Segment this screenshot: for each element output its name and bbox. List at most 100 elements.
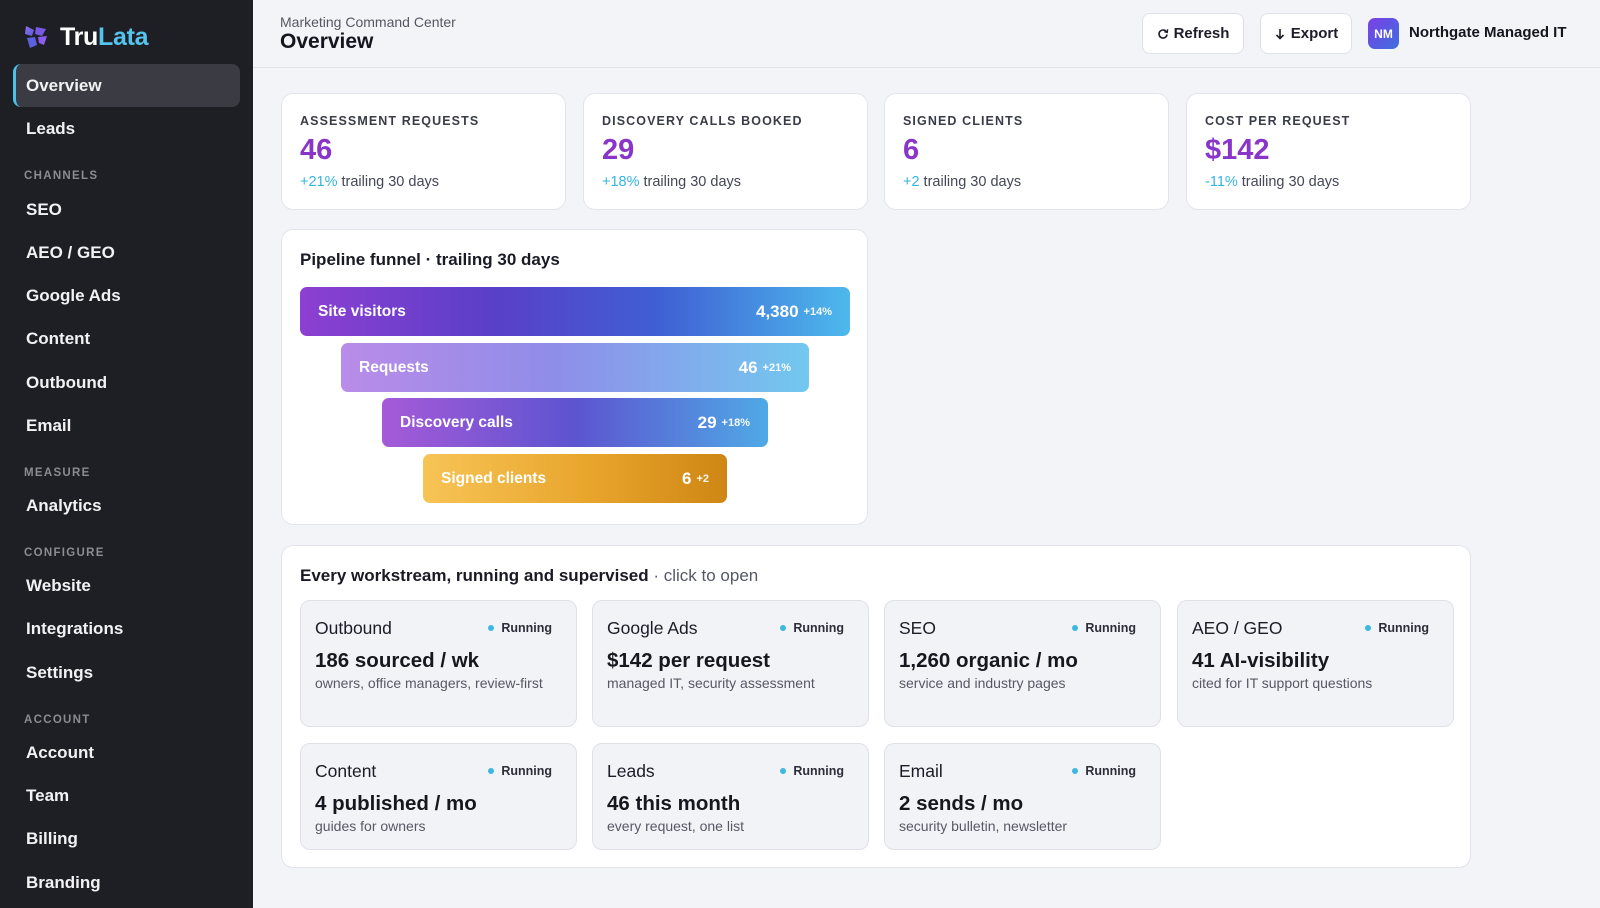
sidebar-item-integrations[interactable]: Integrations: [13, 607, 240, 650]
stat-value: $142: [1205, 134, 1270, 166]
pipeline-funnel-card: Pipeline funnel · trailing 30 days Site …: [281, 229, 868, 525]
status-badge: Running: [1072, 764, 1136, 778]
status-badge: Running: [1365, 621, 1429, 635]
sidebar-item-outbound[interactable]: Outbound: [13, 361, 240, 404]
sidebar-item-google-ads[interactable]: Google Ads: [13, 274, 240, 317]
sidebar-item-overview[interactable]: Overview: [13, 64, 240, 107]
sidebar-item-team[interactable]: Team: [13, 774, 240, 817]
sidebar-section-measure: MEASURE: [24, 467, 91, 479]
tile-name: SEO: [899, 618, 936, 638]
workstream-tile-google-ads[interactable]: Google Ads Running $142 per request mana…: [592, 600, 869, 727]
funnel-stage-label: Site visitors: [318, 302, 406, 320]
org-name[interactable]: Northgate Managed IT: [1409, 24, 1567, 41]
tile-description: service and industry pages: [899, 675, 1066, 691]
sidebar-item-aeo-geo[interactable]: AEO / GEO: [13, 231, 240, 274]
tile-description: security bulletin, newsletter: [899, 818, 1068, 834]
tile-description: cited for IT support questions: [1192, 675, 1373, 691]
tile-name: Content: [315, 761, 377, 781]
tile-name: Leads: [607, 761, 655, 781]
funnel-title: Pipeline funnel · trailing 30 days: [300, 250, 560, 269]
sidebar-item-billing[interactable]: Billing: [13, 817, 240, 860]
refresh-button[interactable]: Refresh: [1142, 13, 1244, 54]
status-dot-icon: [488, 768, 495, 774]
sidebar-section-configure: CONFIGURE: [24, 547, 105, 559]
sidebar-item-label: Analytics: [26, 495, 102, 515]
status-dot-icon: [1365, 625, 1372, 631]
tile-description: managed IT, security assessment: [607, 675, 815, 691]
workstreams-title: Every workstream, running and supervised…: [300, 566, 759, 585]
funnel-stage-value: 4,380: [756, 301, 799, 321]
status-dot-icon: [780, 768, 787, 774]
sidebar: TruLata Overview Leads CHANNELS SEO AEO …: [0, 0, 253, 908]
tile-metric: 41 AI-visibility: [1192, 649, 1330, 672]
funnel-stage-delta: +2: [696, 472, 709, 485]
workstream-tile-aeo-geo[interactable]: AEO / GEO Running 41 AI-visibility cited…: [1177, 600, 1454, 727]
status-dot-icon: [780, 625, 787, 631]
sidebar-item-label: Billing: [26, 828, 78, 848]
sidebar-item-leads[interactable]: Leads: [13, 107, 240, 150]
stat-label: COST PER REQUEST: [1205, 114, 1351, 128]
funnel-stage-site-visitors[interactable]: Site visitors 4,380 +14%: [300, 287, 850, 336]
refresh-icon: [1157, 28, 1168, 39]
workstream-tile-content[interactable]: Content Running 4 published / mo guides …: [300, 743, 577, 850]
funnel-stage-discovery-calls[interactable]: Discovery calls 29 +18%: [382, 398, 768, 447]
sidebar-item-label: Outbound: [26, 372, 108, 392]
sidebar-item-label: Settings: [26, 662, 94, 682]
sidebar-item-label: Website: [26, 575, 91, 595]
sidebar-item-label: Team: [26, 785, 70, 805]
status-badge: Running: [1072, 621, 1136, 635]
stat-footnote: +2 trailing 30 days: [903, 174, 1021, 190]
stat-label: SIGNED CLIENTS: [903, 114, 1024, 128]
tile-metric: 2 sends / mo: [899, 792, 1024, 815]
status-badge: Running: [780, 621, 844, 635]
breadcrumb: Marketing Command Center: [280, 14, 456, 30]
status-badge: Running: [780, 764, 844, 778]
sidebar-item-label: Email: [26, 415, 72, 435]
sidebar-item-label: Account: [26, 742, 94, 762]
status-badge: Running: [488, 764, 552, 778]
export-label: Export: [1290, 25, 1339, 42]
stat-value: 29: [602, 134, 635, 166]
funnel-stage-value: 46: [738, 357, 758, 377]
workstream-tile-outbound[interactable]: Outbound Running 186 sourced / wk owners…: [300, 600, 577, 727]
workstreams-hint: · click to open: [648, 566, 759, 585]
tile-description: every request, one list: [607, 818, 744, 834]
avatar[interactable]: NM: [1368, 18, 1399, 49]
sidebar-item-branding[interactable]: Branding: [13, 861, 240, 904]
stat-period: trailing 30 days: [643, 174, 742, 190]
status-dot-icon: [1072, 625, 1079, 631]
tile-metric: 1,260 organic / mo: [899, 649, 1078, 672]
tile-metric: $142 per request: [607, 649, 770, 672]
sidebar-item-website[interactable]: Website: [13, 564, 240, 607]
funnel-stage-requests[interactable]: Requests 46 +21%: [341, 343, 809, 392]
status-dot-icon: [488, 625, 495, 631]
workstream-tile-seo[interactable]: SEO Running 1,260 organic / mo service a…: [884, 600, 1161, 727]
stat-delta: +18%: [602, 174, 640, 190]
funnel-stage-value: 29: [697, 412, 717, 432]
brand-logo-icon: [25, 26, 47, 48]
workstream-tile-email[interactable]: Email Running 2 sends / mo security bull…: [884, 743, 1161, 850]
sidebar-item-account[interactable]: Account: [13, 731, 240, 774]
refresh-label: Refresh: [1173, 25, 1230, 42]
funnel-stage-signed-clients[interactable]: Signed clients 6 +2: [423, 454, 727, 503]
sidebar-item-analytics[interactable]: Analytics: [13, 484, 240, 527]
status-badge: Running: [488, 621, 552, 635]
funnel-stage-label: Requests: [359, 358, 429, 376]
workstream-tile-leads[interactable]: Leads Running 46 this month every reques…: [592, 743, 869, 850]
tile-metric: 46 this month: [607, 792, 741, 815]
sidebar-item-content[interactable]: Content: [13, 317, 240, 360]
funnel-stage-label: Signed clients: [441, 469, 547, 487]
sidebar-item-seo[interactable]: SEO: [13, 188, 240, 231]
export-button[interactable]: Export: [1260, 13, 1352, 54]
brand[interactable]: TruLata: [22, 22, 149, 52]
arrow-down-icon: [1275, 28, 1284, 40]
tile-metric: 4 published / mo: [315, 792, 477, 815]
funnel-stage-label: Discovery calls: [400, 413, 513, 431]
sidebar-section-channels: CHANNELS: [24, 170, 99, 182]
funnel-stage-delta: +14%: [803, 305, 832, 318]
stat-card-cost-per-request: COST PER REQUEST $142 -11% trailing 30 da…: [1186, 93, 1471, 210]
stat-value: 46: [300, 134, 333, 166]
stat-card-signed-clients: SIGNED CLIENTS 6 +2 trailing 30 days: [884, 93, 1169, 210]
sidebar-item-settings[interactable]: Settings: [13, 651, 240, 694]
sidebar-item-email[interactable]: Email: [13, 404, 240, 447]
